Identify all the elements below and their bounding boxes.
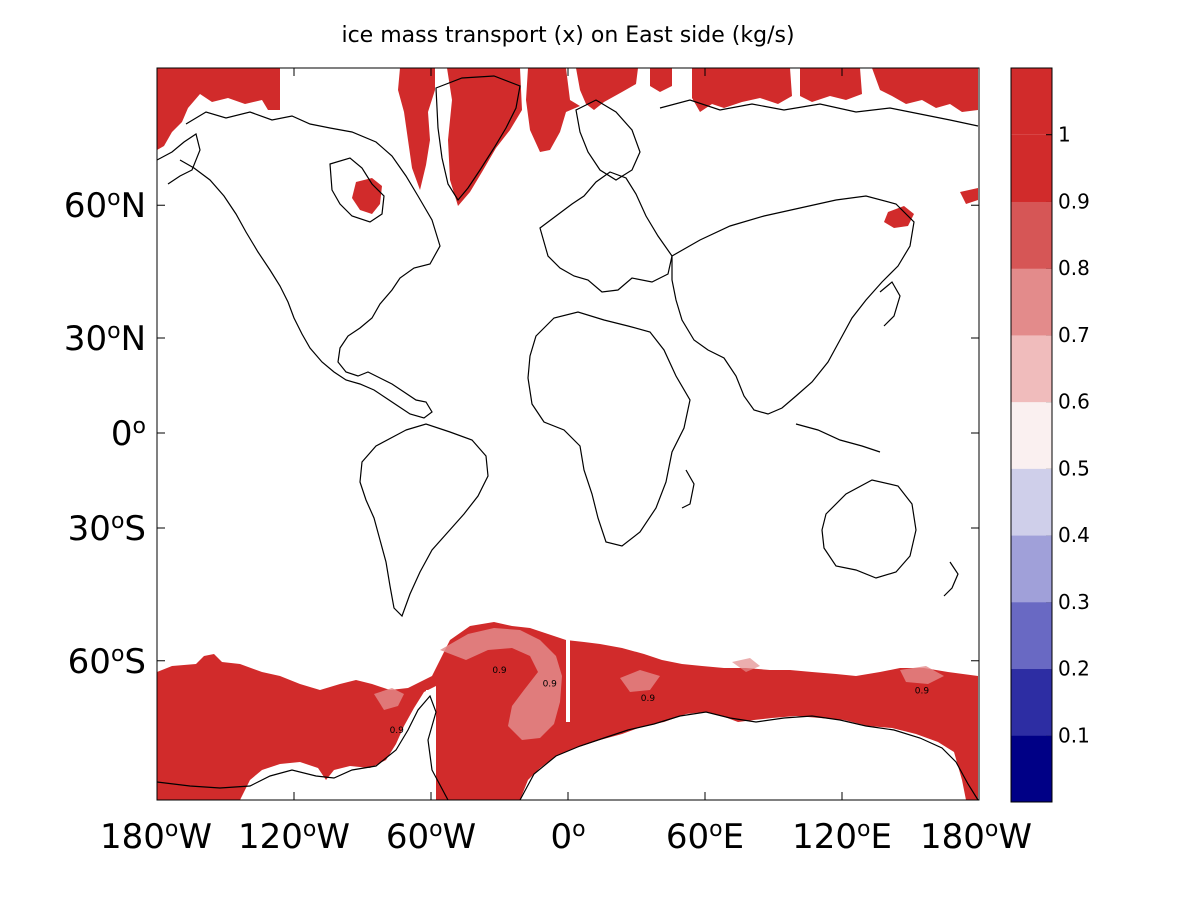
- colorbar-segment: [1011, 535, 1052, 603]
- coast-siberia-north: [659, 99, 979, 127]
- colorbar-segment: [1011, 735, 1052, 803]
- lat-tick-label: 30oN: [64, 319, 146, 360]
- colorbar-tick-label: 0.4: [1058, 523, 1090, 547]
- coast-indonesia: [795, 423, 881, 453]
- colorbar-tick-label: 0.2: [1058, 657, 1090, 681]
- coast-madagascar: [681, 469, 695, 509]
- contour-label: 0.9: [641, 694, 656, 704]
- contour-label: 0.9: [492, 666, 507, 676]
- contour-label: 0.9: [390, 726, 405, 736]
- colorbar-segment: [1011, 268, 1052, 336]
- colorbar-segment-top: [1011, 68, 1052, 135]
- lon-tick-label: 180oW: [100, 817, 212, 858]
- lon-tick-label: 60oW: [386, 817, 476, 858]
- colorbar-segment: [1011, 201, 1052, 269]
- contour-label-group: 0.9 0.9 0.9 0.9 0.9: [390, 666, 930, 736]
- colorbar-segment: [1011, 401, 1052, 469]
- colorbar-tick-label: 0.6: [1058, 390, 1090, 414]
- colorbar-tick-label: 0.5: [1058, 456, 1090, 480]
- colorbar-segment: [1011, 334, 1052, 403]
- colorbar-tick-label: 0.1: [1058, 723, 1090, 747]
- coast-new-zealand: [943, 561, 959, 597]
- arctic-ice-field: [157, 68, 978, 228]
- lat-tick-label: 0o: [111, 414, 146, 455]
- coast-north-america: [179, 111, 441, 419]
- map-title: ice mass transport (x) on East side (kg/…: [341, 23, 794, 48]
- coast-japan: [879, 281, 901, 327]
- colorbar: 0.1 0.2 0.3 0.4 0.5 0.6 0.7 0.8 0.9 1: [1010, 67, 1090, 803]
- coast-alaska: [157, 133, 201, 185]
- coast-greenland: [435, 75, 521, 202]
- colorbar-tick-label: 0.9: [1058, 189, 1090, 213]
- lat-tick-label: 30oS: [68, 509, 146, 550]
- colorbar-tick-label: 0.3: [1058, 590, 1090, 614]
- colorbar-segment: [1011, 601, 1052, 670]
- coast-antarctica: [157, 694, 979, 800]
- coast-scandinavia: [575, 99, 641, 181]
- colorbar-segment: [1011, 668, 1052, 736]
- colorbar-tick-label: 0.7: [1058, 323, 1090, 347]
- lon-tick-label: 120oW: [238, 817, 350, 858]
- coast-asia: [671, 195, 915, 415]
- antarctic-ice-field: [157, 622, 978, 800]
- lon-tick-label: 0o: [550, 817, 585, 858]
- colorbar-segment: [1011, 134, 1052, 202]
- map-area: 0.9 0.9 0.9 0.9 0.9: [157, 68, 979, 800]
- coast-australia: [821, 479, 917, 579]
- coast-hudson-bay: [329, 157, 385, 223]
- colorbar-frame: [1010, 67, 1053, 803]
- lat-tick-label: 60oN: [64, 186, 146, 227]
- latitude-axis: 60oN 30oN 0o 30oS 60oS: [64, 186, 979, 682]
- contour-label: 0.9: [915, 687, 930, 697]
- coast-south-america: [359, 423, 489, 618]
- coastlines: [157, 75, 979, 800]
- colorbar-tick-label: 0.8: [1058, 256, 1090, 280]
- contour-label: 0.9: [543, 680, 558, 690]
- coast-africa: [527, 311, 691, 547]
- lon-tick-label: 120oE: [792, 817, 892, 858]
- lat-tick-label: 60oS: [68, 641, 146, 682]
- lon-tick-label: 180oW: [920, 817, 1032, 858]
- longitude-axis: 180oW 120oW 60oW 0o 60oE 120oE 180oW: [100, 68, 1032, 857]
- colorbar-segment: [1011, 468, 1052, 536]
- colorbar-tick-label: 1: [1058, 123, 1071, 147]
- lon-tick-label: 60oE: [666, 817, 744, 858]
